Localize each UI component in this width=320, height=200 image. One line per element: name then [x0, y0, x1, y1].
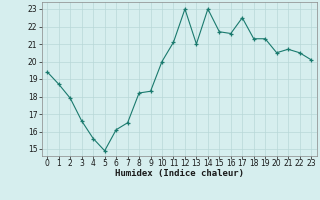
X-axis label: Humidex (Indice chaleur): Humidex (Indice chaleur)	[115, 169, 244, 178]
